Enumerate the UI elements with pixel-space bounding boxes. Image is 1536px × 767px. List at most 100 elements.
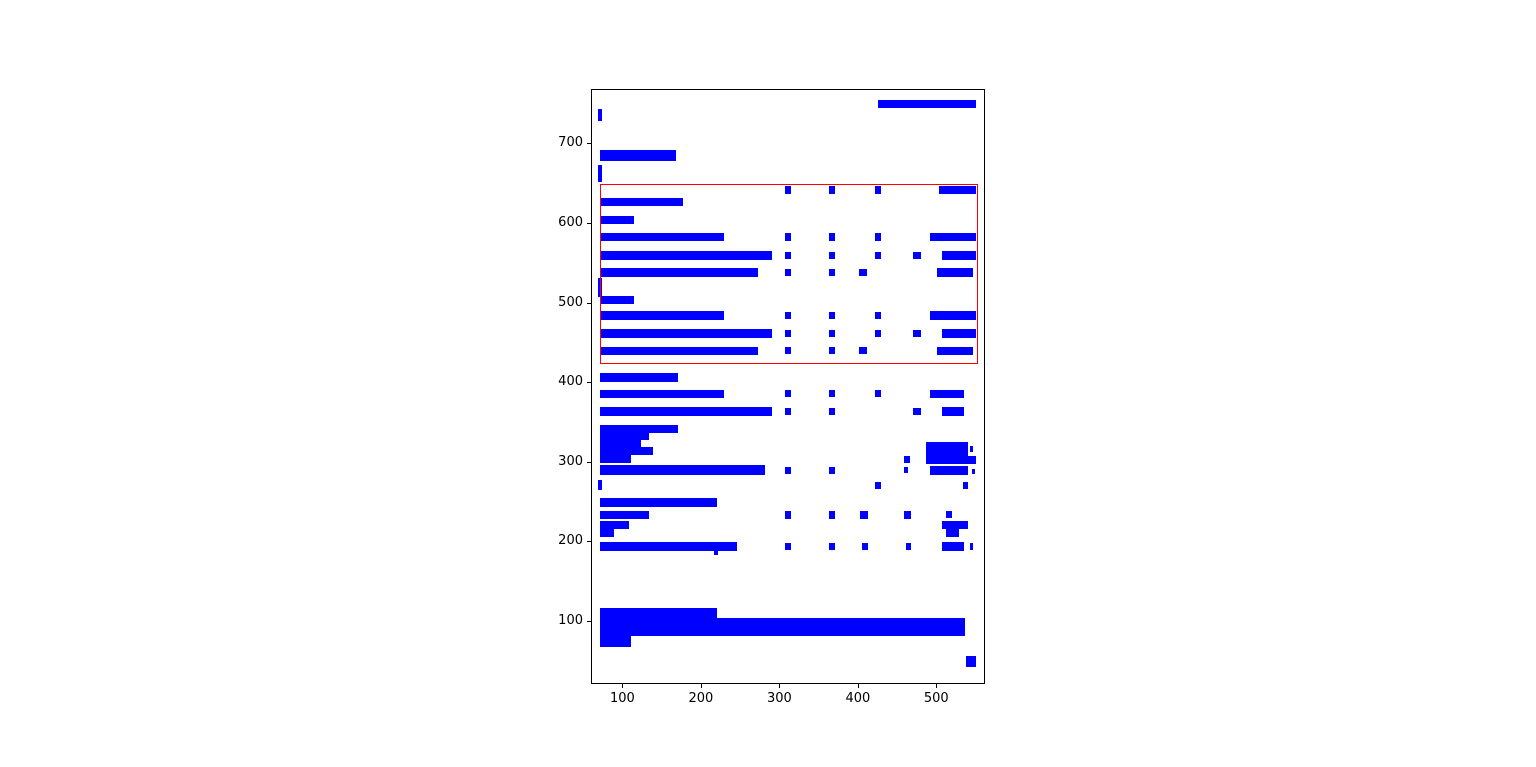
bar-rect <box>785 251 792 259</box>
bar-rect <box>599 446 654 455</box>
y-tick-mark <box>587 461 591 463</box>
bar-rect <box>599 250 772 260</box>
bar-rect <box>599 232 724 242</box>
bar-rect <box>946 528 960 537</box>
x-tick-mark <box>622 684 624 688</box>
bar-rect <box>963 481 968 490</box>
bar-rect <box>929 232 976 242</box>
bar-rect <box>599 215 635 224</box>
bar-rect <box>877 99 976 109</box>
highlight-rect <box>599 184 979 364</box>
bar-rect <box>925 455 976 464</box>
y-tick-mark <box>587 541 591 543</box>
bar-rect <box>785 390 792 398</box>
bar-rect <box>829 251 836 259</box>
x-tick-mark <box>700 684 702 688</box>
y-tick-mark <box>587 382 591 384</box>
bar-rect <box>599 439 641 447</box>
plot-area <box>591 89 985 684</box>
y-tick-label: 500 <box>558 294 583 310</box>
y-tick-label: 700 <box>558 135 583 151</box>
bar-rect <box>599 329 772 338</box>
bar-rect <box>598 479 603 490</box>
y-tick-label: 200 <box>558 533 583 549</box>
bar-rect <box>599 454 632 463</box>
bar-rect <box>942 520 968 529</box>
bar-rect <box>829 269 836 277</box>
bar-rect <box>925 442 968 456</box>
bar-rect <box>829 543 836 551</box>
bar-rect <box>599 372 679 382</box>
bar-rect <box>829 466 836 474</box>
bar-rect <box>942 542 964 552</box>
bar-rect <box>874 390 881 398</box>
bar-rect <box>905 543 911 550</box>
bar-rect <box>599 618 966 637</box>
y-tick-mark <box>587 621 591 623</box>
bar-rect <box>599 510 650 520</box>
bar-rect <box>858 269 867 277</box>
y-tick-mark <box>587 143 591 145</box>
x-tick-label: 500 <box>923 691 949 706</box>
bar-rect <box>713 551 718 556</box>
y-tick-mark <box>587 302 591 304</box>
x-tick-label: 200 <box>688 691 714 706</box>
bar-rect <box>969 543 973 551</box>
bar-rect <box>965 655 976 667</box>
bar-rect <box>599 311 724 321</box>
x-tick-mark <box>936 684 938 688</box>
bar-rect <box>599 520 629 529</box>
bar-rect <box>862 543 869 551</box>
bar-rect <box>829 511 836 519</box>
bar-rect <box>599 295 635 305</box>
bar-rect <box>937 346 973 356</box>
bar-rect <box>903 511 912 519</box>
y-tick-label: 100 <box>558 613 583 629</box>
bar-rect <box>929 311 976 321</box>
bar-rect <box>874 312 881 320</box>
bar-rect <box>785 312 792 320</box>
bar-rect <box>903 466 909 474</box>
y-tick-label: 400 <box>558 374 583 390</box>
bar-rect <box>874 233 881 241</box>
y-tick-label: 300 <box>558 453 583 469</box>
bar-rect <box>599 636 632 647</box>
bar-rect <box>942 329 976 338</box>
bar-rect <box>938 186 976 195</box>
bar-rect <box>599 389 724 399</box>
bar-rect <box>599 432 650 440</box>
bar-rect <box>599 346 758 356</box>
bar-rect <box>599 497 718 507</box>
bar-rect <box>599 541 738 552</box>
bar-rect <box>903 456 910 463</box>
bar-rect <box>829 407 836 415</box>
bar-rect <box>785 269 792 277</box>
bar-rect <box>829 390 836 398</box>
bar-rect <box>785 186 792 194</box>
bar-rect <box>599 528 614 537</box>
bar-rect <box>599 424 679 433</box>
bar-rect <box>942 407 964 416</box>
bar-rect <box>599 407 772 416</box>
bar-rect <box>913 251 921 259</box>
bar-rect <box>599 197 683 207</box>
bar-rect <box>969 446 974 453</box>
x-tick-label: 100 <box>609 691 635 706</box>
x-tick-label: 300 <box>766 691 792 706</box>
y-tick-mark <box>587 222 591 224</box>
bar-rect <box>785 466 792 474</box>
y-tick-label: 600 <box>558 214 583 230</box>
bar-rect <box>971 469 975 474</box>
bar-rect <box>785 511 792 519</box>
bar-rect <box>874 481 881 490</box>
bar-rect <box>785 233 792 241</box>
bar-rect <box>942 250 976 260</box>
bar-rect <box>929 389 964 399</box>
bar-rect <box>874 186 881 194</box>
bar-rect <box>785 329 792 337</box>
bar-rect <box>860 511 869 519</box>
bar-rect <box>874 251 881 259</box>
bar-rect <box>929 466 968 475</box>
bar-rect <box>829 329 836 337</box>
